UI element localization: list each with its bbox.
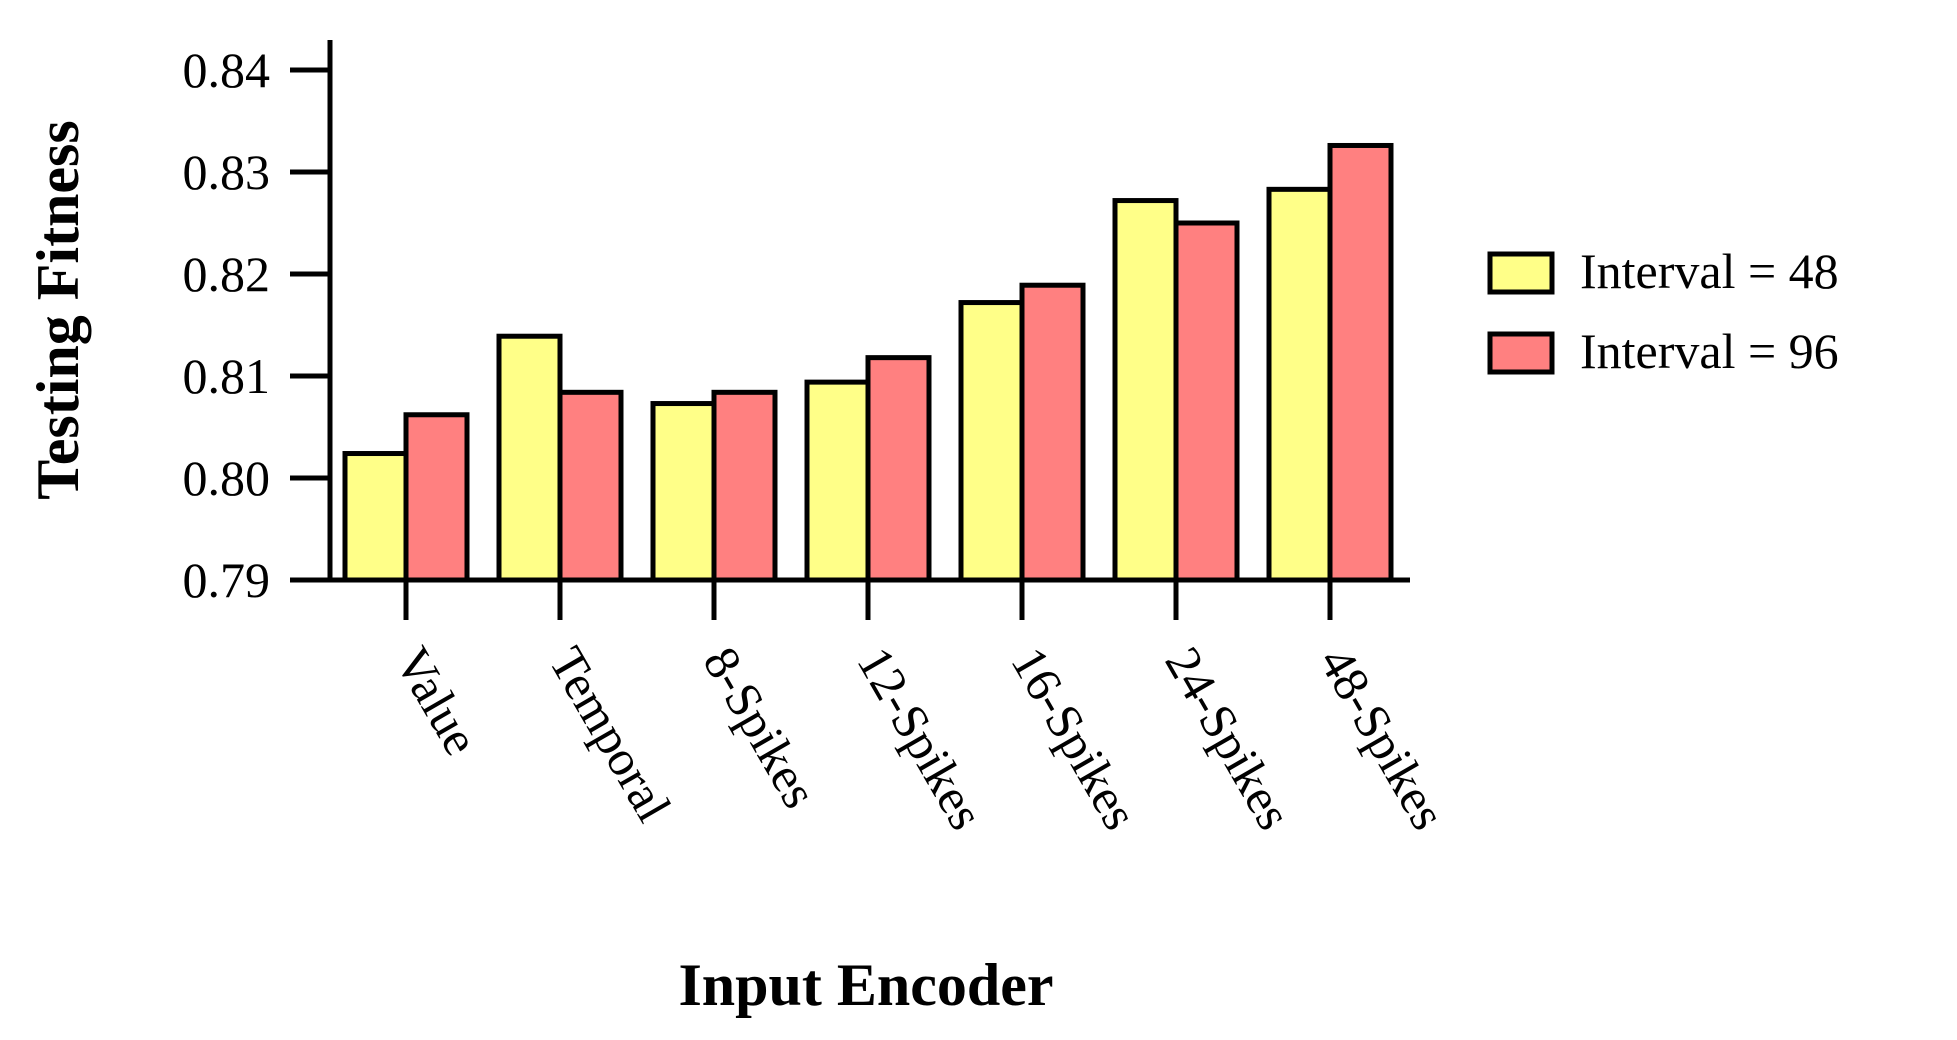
bar-16-spikes-series-1 [958,300,1025,583]
y-tick-label: 0.80 [183,450,271,506]
bar-48-spikes-series-1 [1266,186,1333,583]
bars-group [342,142,1394,583]
x-ticks-group: Value Temporal 8-Spikes 12-Spikes 16-Spikes 2… [384,580,1457,839]
x-tick-label: 16-Spikes [1000,638,1148,839]
bar-value-series-1 [342,451,409,583]
bar-24-spikes-series-2 [1173,220,1240,583]
legend-label-series-1: Interval = 48 [1580,243,1839,299]
bar-48-spikes-series-2 [1327,142,1394,583]
x-tick-label: 12-Spikes [846,638,994,839]
bar-16-spikes-series-2 [1019,282,1086,583]
y-tick-label: 0.79 [183,552,271,608]
bar-12-spikes-series-1 [804,379,871,583]
x-axis-title: Input Encoder [678,952,1053,1018]
axes-group [290,40,1410,583]
bar-24-spikes-series-1 [1112,198,1179,583]
x-tick-label: Value [384,638,489,765]
y-tick-label: 0.84 [183,42,271,98]
bar-8-spikes-series-2 [711,389,778,583]
legend-label-series-2: Interval = 96 [1580,323,1839,379]
x-tick-label: 24-Spikes [1154,638,1302,839]
x-tick-label: 48-Spikes [1308,638,1456,839]
legend-swatch-series-1 [1487,251,1555,295]
legend-swatch-series-2 [1487,331,1555,375]
bar-8-spikes-series-1 [650,401,717,583]
bar-temporal-series-2 [557,389,624,583]
y-tick-label: 0.81 [183,348,271,404]
bar-value-series-2 [403,412,470,583]
y-ticks-group: 0.79 0.80 0.81 0.82 0.83 0.84 [183,42,330,608]
x-tick-label: 8-Spikes [692,638,828,818]
bar-temporal-series-1 [496,333,563,583]
y-tick-label: 0.82 [183,246,271,302]
y-axis-title: Testing Fitness [25,120,91,500]
y-tick-label: 0.83 [183,144,271,200]
bar-12-spikes-series-2 [865,355,932,583]
x-tick-label: Temporal [538,638,682,831]
legend: Interval = 48 Interval = 96 [1487,243,1839,379]
